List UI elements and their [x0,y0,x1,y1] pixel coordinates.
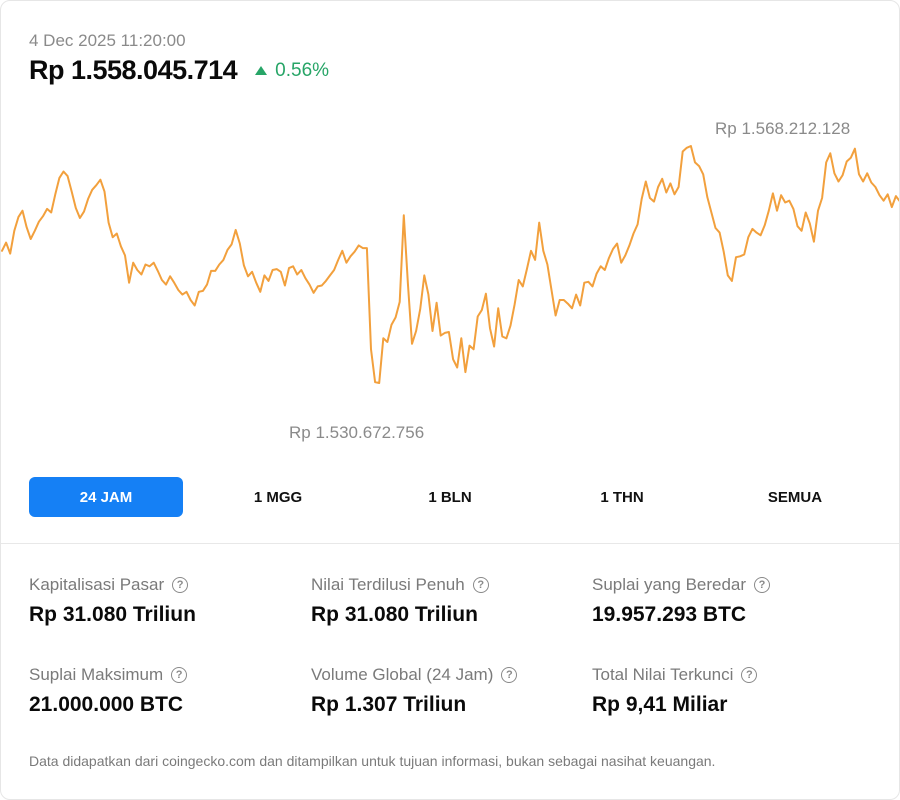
stat-circulating-supply: Suplai yang Beredar ? 19.957.293 BTC [592,575,771,627]
help-icon[interactable]: ? [171,667,188,683]
help-icon[interactable]: ? [172,577,189,593]
disclaimer: Data didapatkan dari coingecko.com dan d… [29,753,716,769]
help-icon[interactable]: ? [754,577,771,593]
price-row: Rp 1.558.045.714 0.56% [29,55,329,86]
price-change-value: 0.56% [275,59,330,81]
stat-label: Total Nilai Terkunci [592,665,734,684]
stat-value: 19.957.293 BTC [592,603,747,626]
tab-1-bln[interactable]: 1 BLN [428,488,472,506]
help-icon[interactable]: ? [501,667,518,683]
stat-value: Rp 31.080 Triliun [311,603,478,626]
stat-fully-diluted-value: Nilai Terdilusi Penuh ? Rp 31.080 Triliu… [311,575,489,627]
time-range-tabs: 24 JAM 1 MGG 1 BLN 1 THN SEMUA [29,477,873,517]
tab-24-jam[interactable]: 24 JAM [29,477,183,517]
chart-high-label: Rp 1.568.212.128 [715,119,851,138]
help-icon[interactable]: ? [472,577,489,593]
stat-label: Volume Global (24 Jam) [311,665,494,684]
stat-total-value-locked: Total Nilai Terkunci ? Rp 9,41 Miliar [592,665,758,717]
stat-value: Rp 9,41 Miliar [592,693,728,716]
stat-value: Rp 1.307 Triliun [311,693,467,716]
divider [1,543,899,544]
help-icon[interactable]: ? [741,667,758,683]
stat-label: Suplai Maksimum [29,665,164,684]
stat-label: Suplai yang Beredar [592,575,747,594]
stat-value: Rp 31.080 Triliun [29,603,196,626]
current-price: Rp 1.558.045.714 [29,55,238,85]
stat-global-volume: Volume Global (24 Jam) ? Rp 1.307 Triliu… [311,665,518,717]
price-line [1,145,899,384]
price-change: 0.56% [255,60,329,82]
tab-1-thn[interactable]: 1 THN [600,488,644,506]
stat-value: 21.000.000 BTC [29,693,184,716]
tab-semua[interactable]: SEMUA [767,488,823,506]
stat-label: Kapitalisasi Pasar [29,575,165,594]
tab-1-mgg[interactable]: 1 MGG [253,488,303,506]
chart-low-label: Rp 1.530.672.756 [289,423,425,442]
stat-max-supply: Suplai Maksimum ? 21.000.000 BTC [29,665,188,717]
triangle-up-icon [255,66,268,75]
stat-label: Nilai Terdilusi Penuh [311,575,465,594]
price-chart[interactable] [1,101,900,461]
stat-market-cap: Kapitalisasi Pasar ? Rp 31.080 Triliun [29,575,196,627]
timestamp: 4 Dec 2025 11:20:00 [29,31,186,50]
